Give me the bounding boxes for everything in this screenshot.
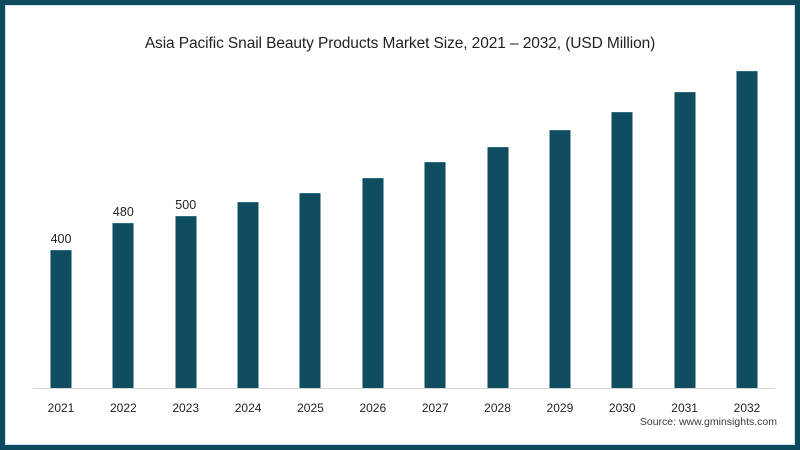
inner-frame-border [5, 5, 795, 445]
x-tick-label-2029: 2029 [546, 401, 574, 415]
bar-slot [407, 65, 463, 389]
x-tick-label-2025: 2025 [297, 401, 324, 415]
x-tick-label-2030: 2030 [608, 401, 636, 415]
bar-slot [657, 65, 713, 389]
bar-slot: 400 [33, 65, 89, 389]
bar-2022[interactable] [112, 222, 134, 389]
bar-2028[interactable] [487, 146, 509, 389]
bar-2025[interactable] [299, 193, 321, 389]
x-tick-label-2026: 2026 [359, 401, 387, 415]
bar-2027[interactable] [424, 162, 446, 389]
x-tick-label-2027: 2027 [421, 401, 449, 415]
plot-area: 400 480 500 2021 2022 2023 2024 2025 2026 2027 20… [5, 5, 795, 445]
x-axis-line [33, 388, 775, 389]
bar-2026[interactable] [362, 177, 384, 389]
x-tick-label-2021: 2021 [47, 401, 75, 415]
bar-2029[interactable] [549, 129, 571, 389]
bar-2023[interactable] [175, 215, 197, 389]
bar-2030[interactable] [611, 112, 633, 389]
bar-2024[interactable] [237, 201, 259, 389]
bar-slot [470, 65, 526, 389]
x-tick-label-2032: 2032 [733, 401, 761, 415]
x-tick-label-2022: 2022 [110, 401, 137, 415]
bar-slot [282, 65, 338, 389]
x-tick-label-2023: 2023 [172, 401, 200, 415]
chart-title: Asia Pacific Snail Beauty Products Marke… [144, 35, 656, 52]
x-tick-label-2028: 2028 [484, 401, 511, 415]
source-attribution: Source: www.gminsights.com [639, 416, 777, 428]
bar-slot [594, 65, 650, 389]
x-tick-label-2031: 2031 [671, 401, 698, 415]
bar-2021[interactable] [50, 250, 72, 389]
bar-slot [220, 65, 276, 389]
x-tick-label-2024: 2024 [234, 401, 262, 415]
bar-series: 400 480 500 [33, 65, 775, 389]
bar-slot: 480 [95, 65, 151, 389]
bar-value-label-2023: 500 [175, 197, 197, 212]
bar-value-label-2022: 480 [112, 204, 134, 219]
x-axis-tick-labels: 2021 2022 2023 2024 2025 2026 2027 2028 2029 2030… [33, 401, 775, 419]
bar-2031[interactable] [674, 91, 696, 389]
bar-value-label-2021: 400 [50, 232, 72, 247]
bar-slot [345, 65, 401, 389]
bar-2032[interactable] [736, 70, 758, 389]
bar-slot [532, 65, 588, 389]
bar-slot [719, 65, 775, 389]
bar-slot: 500 [158, 65, 214, 389]
